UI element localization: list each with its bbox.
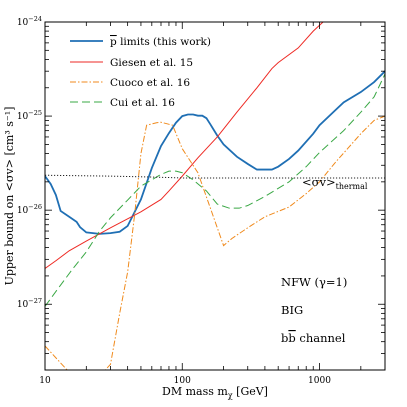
series-layer: [45, 22, 385, 370]
x-tick-label: 10: [39, 376, 51, 386]
channel-bbar-char: b: [288, 331, 295, 345]
y-tick-label: 10−25: [17, 109, 42, 122]
y-tick-label: 10−27: [17, 297, 42, 310]
legend-label-cuoco: Cuoco et al. 16: [110, 77, 190, 89]
legend-label-giesen: Giesen et al. 15: [110, 57, 193, 69]
channel-label: bb channel: [281, 331, 346, 345]
x-tick-label: 1000: [308, 376, 331, 386]
legend-pbar-char: p: [110, 36, 117, 48]
series-line-3: [45, 73, 385, 307]
y-axis-label: Upper bound on <σv> [cm³ s⁻¹]: [3, 107, 16, 286]
legend: p limits (this work) Giesen et al. 15 Cu…: [70, 36, 211, 109]
legend-label-cui: Cui et al. 16: [110, 97, 175, 109]
model-profile-label: NFW (γ=1): [281, 275, 347, 289]
y-tick-label: 10−26: [17, 203, 42, 216]
x-axis-label: DM mass mχ [GeV]: [162, 385, 268, 400]
series-line-4: [45, 174, 385, 179]
series-line-2: [45, 115, 385, 370]
x-axis-label-sub: χ: [228, 391, 233, 400]
y-tick-label: 10−24: [17, 15, 42, 28]
legend-label-this-work: p limits (this work): [110, 36, 211, 48]
x-axis-label-unit: [GeV]: [233, 385, 268, 398]
model-propagation-label: BIG: [281, 303, 303, 317]
plot-frame: [44, 21, 386, 371]
thermal-label-sub: thermal: [336, 182, 368, 191]
series-line-1: [45, 22, 324, 269]
series-line-0: [45, 70, 385, 235]
thermal-label: <σv>thermal: [302, 175, 368, 191]
tick-layer: 10 100 1000 10−24 10−25 10−26 10−27: [17, 15, 386, 386]
x-tick-label: 100: [174, 376, 191, 386]
